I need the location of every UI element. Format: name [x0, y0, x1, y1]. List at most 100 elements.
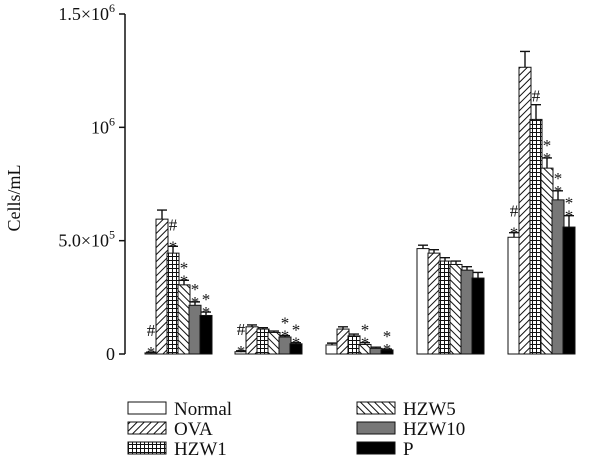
asterisk-marker: * [383, 340, 392, 359]
bar [256, 328, 270, 355]
asterisk-marker: * [191, 280, 200, 299]
bar [166, 252, 180, 355]
hash-marker: # [147, 321, 156, 340]
bars: *#*#*#*##******************** [144, 50, 576, 362]
bar [518, 66, 532, 355]
legend-swatch [356, 441, 396, 455]
error-bar [531, 103, 541, 120]
bar [369, 347, 383, 355]
legend-swatch [127, 401, 167, 415]
asterisk-marker: * [543, 149, 552, 168]
y-tick-label: 1.5×106 [58, 1, 115, 24]
error-bar [520, 50, 530, 68]
asterisk-marker: * [292, 334, 301, 353]
legend-label: P [403, 439, 414, 460]
asterisk-marker: * [202, 303, 211, 322]
error-bar [291, 341, 301, 344]
bar [438, 260, 452, 355]
bar [155, 218, 169, 355]
bar [562, 226, 576, 355]
legend-label: HZW5 [403, 399, 456, 420]
asterisk-marker: * [361, 321, 370, 340]
asterisk-marker: * [281, 327, 290, 346]
hash-marker: # [510, 202, 519, 221]
bar [336, 328, 350, 355]
legend-swatch [127, 421, 167, 435]
hash-marker: # [169, 215, 178, 234]
asterisk-marker: * [510, 224, 519, 243]
error-bar [429, 249, 439, 254]
error-bar [462, 266, 472, 271]
bar [471, 277, 485, 355]
error-bar [360, 341, 370, 345]
asterisk-marker: * [202, 290, 211, 309]
asterisk-marker: * [147, 343, 156, 362]
error-bar [179, 279, 189, 285]
legend-label: HZW1 [174, 439, 227, 460]
asterisk-marker: * [565, 207, 574, 226]
y-ticks: 0 5.0×105 106 1.5×106 [58, 1, 125, 364]
bar [449, 263, 463, 355]
y-axis-label: Cells/mL [4, 165, 24, 232]
error-bar [327, 342, 337, 345]
error-bar [440, 256, 450, 262]
error-bar [269, 330, 279, 333]
asterisk-marker: * [281, 314, 290, 333]
bar [267, 331, 281, 355]
y-tick-label: 106 [91, 114, 115, 137]
error-bar [553, 190, 563, 200]
asterisk-marker: * [180, 258, 189, 277]
error-bar [338, 326, 348, 330]
error-bar [168, 245, 178, 254]
bar [177, 284, 191, 355]
bar [551, 199, 565, 355]
bar [325, 344, 339, 355]
error-bar [473, 271, 483, 279]
asterisk-marker: * [292, 321, 301, 340]
bar [188, 304, 202, 355]
bar [427, 252, 441, 355]
asterisk-marker: * [237, 342, 246, 361]
error-bar [451, 260, 461, 265]
error-bar [418, 244, 428, 249]
bar [416, 248, 430, 355]
asterisk-marker: * [180, 271, 189, 290]
error-bar [146, 351, 156, 353]
asterisk-marker: * [383, 327, 392, 346]
asterisk-marker: * [361, 334, 370, 353]
bar [460, 269, 474, 355]
hash-marker: # [237, 320, 246, 339]
error-bar [280, 334, 290, 337]
error-bar [542, 157, 552, 169]
error-bar [382, 348, 392, 350]
asterisk-marker: * [543, 136, 552, 155]
asterisk-marker: * [554, 169, 563, 188]
error-bar [201, 311, 211, 316]
bar [507, 236, 521, 355]
legend-swatch [127, 441, 167, 455]
error-bar [247, 324, 257, 327]
error-bar [564, 215, 574, 228]
bar [540, 167, 554, 355]
bar [529, 118, 543, 355]
error-bar [236, 350, 246, 352]
y-tick-label: 0 [106, 344, 115, 364]
legend-label: Normal [174, 399, 232, 420]
asterisk-marker: * [169, 237, 178, 256]
error-bar [157, 209, 167, 220]
error-bar [349, 333, 359, 336]
y-tick-label: 5.0×105 [58, 228, 115, 251]
bar [245, 326, 259, 355]
legend-swatch [356, 401, 396, 415]
asterisk-marker: * [554, 182, 563, 201]
legend-swatch [356, 421, 396, 435]
error-bar [509, 232, 519, 238]
error-bar [371, 346, 381, 349]
error-bar [258, 327, 268, 330]
asterisk-marker: * [565, 194, 574, 213]
asterisk-marker: * [191, 293, 200, 312]
bar [347, 335, 361, 355]
hash-marker: # [532, 87, 541, 106]
